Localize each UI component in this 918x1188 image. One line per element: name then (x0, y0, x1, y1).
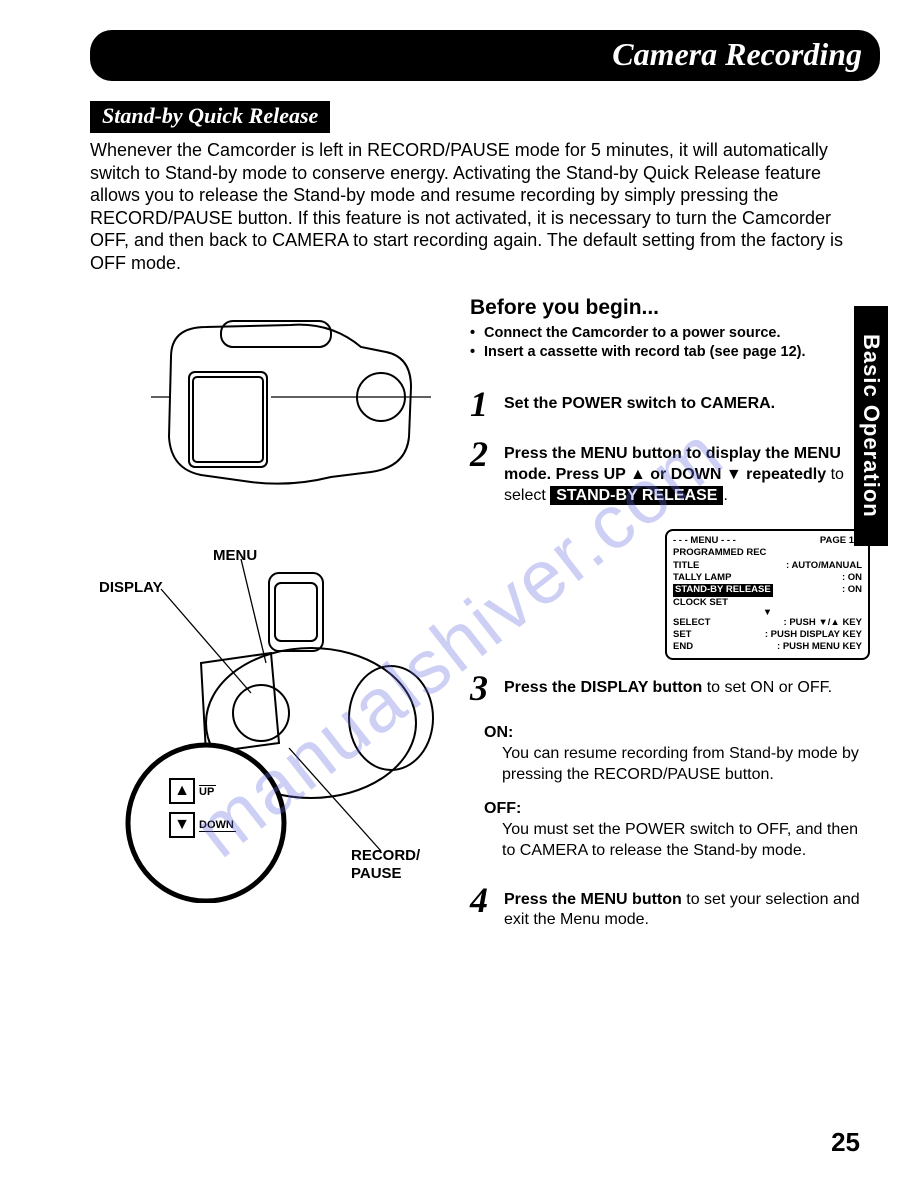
option-off-head: OFF: (484, 800, 870, 818)
step-3-bold: Press the DISPLAY button (504, 679, 702, 696)
right-column: Before you begin... Connect the Camcorde… (470, 296, 870, 953)
down-button: ▼ (169, 812, 195, 838)
option-off: OFF: You must set the POWER switch to OF… (484, 800, 870, 862)
step-1-bold: Set the POWER switch to CAMERA. (504, 395, 775, 412)
menu-line-3l: STAND-BY RELEASE (673, 584, 773, 596)
step-2-num: 2 (470, 440, 498, 506)
left-column: MENU DISPLAY RECORD/ PAUSE (90, 296, 450, 953)
step-3: 3 Press the DISPLAY button to set ON or … (470, 674, 870, 703)
menu-line-1r: : AUTO/MANUAL (786, 560, 862, 572)
step-4-num: 4 (470, 886, 498, 932)
label-record-1: RECORD/ (351, 847, 420, 864)
menu-foot-1l: SET (673, 629, 691, 641)
menu-box-header: - - - MENU - - - PAGE 1/2 (673, 535, 862, 547)
intro-paragraph: Whenever the Camcorder is left in RECORD… (90, 139, 850, 274)
label-menu: MENU (213, 547, 257, 564)
content-columns: MENU DISPLAY RECORD/ PAUSE (90, 296, 870, 953)
step-4-bold: Press the MENU button (504, 891, 682, 908)
menu-foot-1r: : PUSH DISPLAY KEY (765, 629, 862, 641)
section-subheader-title: Stand-by Quick Release (102, 103, 318, 128)
page-header-banner: Camera Recording (90, 30, 880, 81)
up-button: ▲ (169, 778, 195, 804)
option-on-head: ON: (484, 724, 870, 742)
side-tab-label: Basic Operation (858, 334, 884, 518)
label-down: DOWN (199, 819, 236, 832)
label-display: DISPLAY (99, 579, 163, 596)
menu-foot-2l: END (673, 641, 693, 653)
menu-box-header-l: - - - MENU - - - (673, 535, 736, 547)
step-2-highlight: STAND-BY RELEASE (550, 486, 723, 505)
menu-foot-0l: SELECT (673, 617, 710, 629)
menu-line-4l: CLOCK SET (673, 597, 728, 609)
step-3-rest: to set ON or OFF. (702, 679, 832, 696)
camcorder-top-illustration: MENU DISPLAY RECORD/ PAUSE (90, 542, 450, 902)
up-down-buttons: ▲ UP ▼ DOWN (169, 778, 236, 838)
option-off-text: You must set the POWER switch to OFF, an… (502, 820, 870, 862)
step-4: 4 Press the MENU button to set your sele… (470, 886, 870, 932)
step-1-num: 1 (470, 390, 498, 419)
step-2-bold: Press the MENU button to display the MEN… (504, 445, 841, 483)
menu-line-2l: TALLY LAMP (673, 572, 731, 584)
menu-foot-0r: : PUSH ▼/▲ KEY (784, 617, 862, 629)
page-number: 25 (831, 1127, 860, 1158)
camcorder-side-illustration (130, 296, 450, 516)
menu-line-2r: : ON (842, 572, 862, 584)
side-tab: Basic Operation (854, 306, 888, 546)
step-2-after: . (723, 487, 727, 504)
menu-foot-2r: : PUSH MENU KEY (777, 641, 862, 653)
step-2-body: Press the MENU button to display the MEN… (504, 440, 870, 506)
camcorder-side-svg (131, 297, 431, 517)
before-bullet-2: Insert a cassette with record tab (see p… (470, 343, 870, 362)
section-subheader: Stand-by Quick Release (90, 101, 330, 133)
option-on-text: You can resume recording from Stand-by m… (502, 744, 870, 786)
step-1: 1 Set the POWER switch to CAMERA. (470, 390, 870, 419)
step-3-num: 3 (470, 674, 498, 703)
step-2: 2 Press the MENU button to display the M… (470, 440, 870, 506)
label-record-2: PAUSE (351, 865, 402, 882)
menu-line-0l: PROGRAMMED REC (673, 547, 766, 559)
before-heading: Before you begin... (470, 296, 870, 320)
osd-menu-box: - - - MENU - - - PAGE 1/2 PROGRAMMED REC… (665, 529, 870, 660)
step-3-body: Press the DISPLAY button to set ON or OF… (504, 674, 832, 703)
before-bullets: Connect the Camcorder to a power source.… (470, 324, 870, 362)
step-1-body: Set the POWER switch to CAMERA. (504, 390, 775, 419)
label-up: UP (199, 785, 216, 798)
option-on: ON: You can resume recording from Stand-… (484, 724, 870, 786)
step-4-body: Press the MENU button to set your select… (504, 886, 870, 932)
menu-line-3r: : ON (842, 584, 862, 596)
before-bullet-1: Connect the Camcorder to a power source. (470, 324, 870, 343)
menu-line-1l: TITLE (673, 560, 699, 572)
page-header-title: Camera Recording (612, 36, 862, 72)
